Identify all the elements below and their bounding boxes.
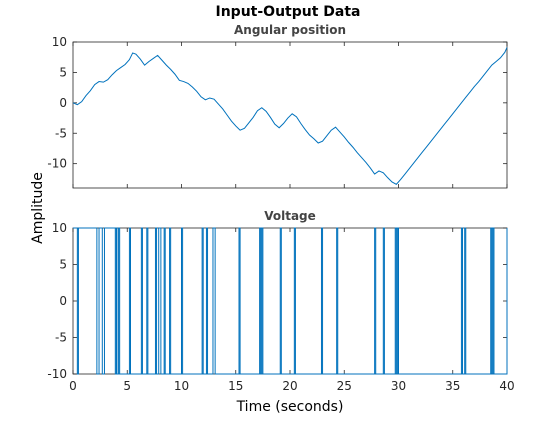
axes-box-angular-position [72,41,508,189]
y-tick-label-angular-position: 0 [59,96,67,110]
series-line-voltage [73,227,508,375]
x-tick-label-voltage: 25 [337,379,352,393]
panel-voltage: Voltage -10 -5 0 5 10 0 5 10 15 20 25 30 35 40 [47,209,514,393]
y-tick-label-angular-position: -10 [47,157,67,171]
y-tick-label-voltage: 0 [59,294,67,308]
y-tick-label-angular-position: 5 [59,65,67,79]
axes-box-voltage [72,227,508,375]
x-tick-label-voltage: 30 [391,379,406,393]
y-tick-label-angular-position: 10 [52,35,67,49]
y-tick-label-voltage: -5 [55,331,67,345]
y-tick-label-voltage: -10 [47,367,67,381]
x-tick-label-voltage: 5 [123,379,131,393]
x-tick-label-voltage: 20 [282,379,297,393]
series-line-angular-position [72,47,508,185]
y-tick-label-angular-position: -5 [55,126,67,140]
figure-title: Input-Output Data [216,4,361,20]
x-axis-label: Time (seconds) [236,399,344,415]
x-tick-label-voltage: 15 [228,379,243,393]
y-tick-label-voltage: 10 [52,221,67,235]
subplot-title-voltage: Voltage [264,209,316,223]
subplot-title-angular-position: Angular position [234,23,346,37]
y-tick-label-voltage: 5 [59,258,67,272]
x-tick-label-voltage: 0 [69,379,77,393]
y-axis-label: Amplitude [30,172,46,244]
panel-angular-position: Angular position -10 -5 0 5 10 [47,23,508,189]
x-tick-label-voltage: 40 [499,379,514,393]
x-tick-label-voltage: 10 [174,379,189,393]
x-tick-label-voltage: 35 [445,379,460,393]
chart-panels: Angular position -10 -5 0 5 10 Voltage -10 -5 0 5 1… [47,23,514,393]
